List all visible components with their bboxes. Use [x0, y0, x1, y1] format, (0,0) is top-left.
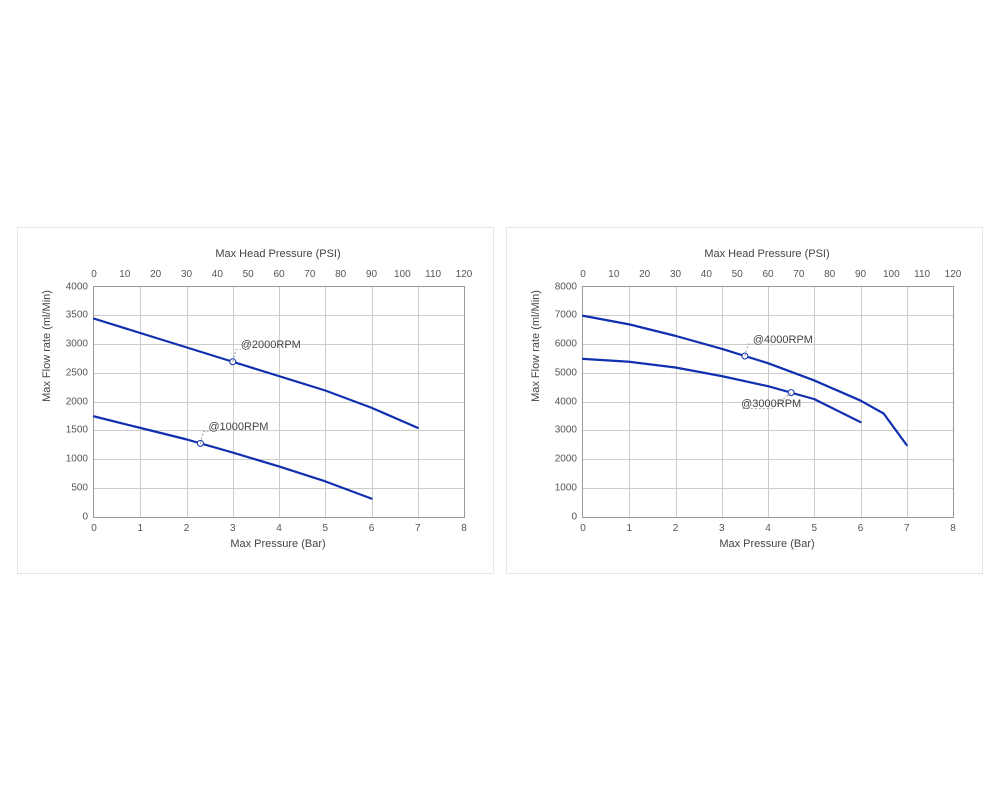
x-top-tick-label: 100 — [883, 269, 900, 280]
x-bottom-tick-label: 1 — [137, 523, 143, 534]
series-line — [94, 318, 418, 427]
y-tick-label: 500 — [71, 482, 88, 493]
x-top-tick-label: 110 — [914, 269, 930, 280]
x-top-tick-label: 70 — [793, 269, 804, 280]
y-tick-label: 7000 — [555, 310, 577, 321]
x-top-tick-label: 100 — [394, 269, 411, 280]
y-tick-label: 4000 — [555, 396, 577, 407]
y-tick-label: 5000 — [555, 367, 577, 378]
x-bottom-tick-label: 4 — [276, 523, 282, 534]
x-bottom-tick-label: 5 — [811, 523, 817, 534]
x-bottom-tick-label: 6 — [369, 523, 375, 534]
x-bottom-tick-label: 4 — [765, 523, 771, 534]
y-tick-label: 1500 — [66, 425, 88, 436]
y-tick-label: 1000 — [555, 482, 577, 493]
x-bottom-tick-label: 7 — [904, 523, 910, 534]
page: 0123456780102030405060708090100110120050… — [0, 0, 1000, 800]
x-top-tick-label: 40 — [212, 269, 223, 280]
y-tick-label: 0 — [571, 511, 577, 522]
x-top-tick-label: 20 — [150, 269, 161, 280]
x-top-tick-label: 80 — [335, 269, 346, 280]
x-top-tick-label: 120 — [945, 269, 962, 280]
x-top-tick-label: 80 — [824, 269, 835, 280]
series-label: @2000RPM — [241, 339, 301, 351]
y-tick-label: 0 — [82, 511, 88, 522]
y-tick-label: 2000 — [555, 454, 577, 465]
x-bottom-tick-label: 7 — [415, 523, 421, 534]
y-tick-label: 8000 — [555, 281, 577, 292]
y-tick-label: 6000 — [555, 339, 577, 350]
x-top-tick-label: 40 — [701, 269, 712, 280]
series-label: @1000RPM — [208, 421, 268, 433]
x-top-tick-label: 50 — [732, 269, 743, 280]
y-tick-label: 2500 — [66, 367, 88, 378]
series-label: @4000RPM — [753, 334, 813, 346]
x-top-tick-label: 10 — [119, 269, 130, 280]
y-tick-label: 3000 — [66, 339, 88, 350]
y-tick-label: 3500 — [66, 310, 88, 321]
x-top-tick-label: 110 — [425, 269, 441, 280]
y-tick-label: 2000 — [66, 396, 88, 407]
x-top-tick-label: 0 — [580, 269, 586, 280]
x-top-tick-label: 60 — [762, 269, 773, 280]
x-bottom-tick-label: 2 — [184, 523, 190, 534]
x-bottom-tick-label: 0 — [580, 523, 586, 534]
x-top-tick-label: 70 — [304, 269, 315, 280]
x-bottom-tick-label: 8 — [461, 523, 467, 534]
x-top-tick-label: 90 — [366, 269, 377, 280]
x-bottom-tick-label: 2 — [673, 523, 679, 534]
plot-area: 0123456780102030405060708090100110120010… — [582, 286, 954, 518]
series-label: @3000RPM — [741, 398, 801, 410]
x-top-tick-label: 30 — [670, 269, 681, 280]
plot-area: 0123456780102030405060708090100110120050… — [93, 286, 465, 518]
chart-panel-right: 0123456780102030405060708090100110120010… — [506, 227, 983, 574]
x-bottom-tick-label: 8 — [950, 523, 956, 534]
x-top-axis-title: Max Head Pressure (PSI) — [93, 248, 463, 260]
y-tick-label: 1000 — [66, 454, 88, 465]
x-bottom-tick-label: 3 — [230, 523, 236, 534]
x-bottom-tick-label: 6 — [858, 523, 864, 534]
x-bottom-tick-label: 1 — [626, 523, 632, 534]
x-bottom-tick-label: 3 — [719, 523, 725, 534]
x-top-tick-label: 60 — [273, 269, 284, 280]
x-bottom-axis-title: Max Pressure (Bar) — [93, 538, 463, 550]
x-top-tick-label: 50 — [243, 269, 254, 280]
x-top-axis-title: Max Head Pressure (PSI) — [582, 248, 952, 260]
x-top-tick-label: 90 — [855, 269, 866, 280]
x-top-tick-label: 120 — [456, 269, 473, 280]
y-tick-label: 3000 — [555, 425, 577, 436]
x-top-tick-label: 30 — [181, 269, 192, 280]
y-tick-label: 4000 — [66, 281, 88, 292]
series-line — [583, 358, 861, 421]
chart-panel-left: 0123456780102030405060708090100110120050… — [17, 227, 494, 574]
x-top-tick-label: 10 — [608, 269, 619, 280]
chart-lines-svg — [94, 287, 464, 517]
x-top-tick-label: 0 — [91, 269, 97, 280]
x-bottom-axis-title: Max Pressure (Bar) — [582, 538, 952, 550]
x-bottom-tick-label: 0 — [91, 523, 97, 534]
x-bottom-tick-label: 5 — [322, 523, 328, 534]
y-axis-title: Max Flow rate (ml/Min) — [41, 231, 53, 461]
y-axis-title: Max Flow rate (ml/Min) — [530, 231, 542, 461]
x-top-tick-label: 20 — [639, 269, 650, 280]
